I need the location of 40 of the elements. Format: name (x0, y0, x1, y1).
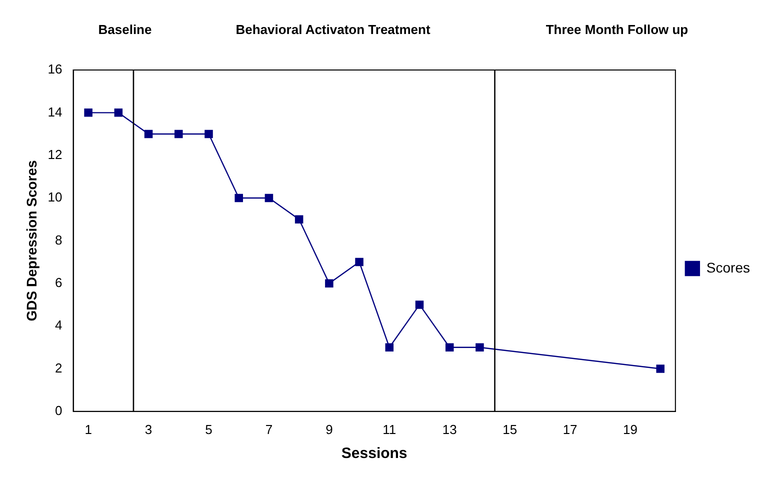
x-axis-title: Sessions (341, 445, 408, 462)
point (114, 108, 123, 117)
point (355, 258, 364, 266)
y-tick-label: 6 (55, 274, 62, 290)
point (325, 279, 334, 288)
y-tick-label: 12 (48, 146, 62, 162)
x-tick-label: 19 (623, 422, 638, 437)
y-tick-label: 4 (55, 318, 62, 333)
x-tick-label: 3 (144, 422, 152, 437)
x-tick-label: 13 (442, 422, 457, 437)
point (174, 130, 183, 138)
point (264, 194, 274, 202)
point (294, 215, 304, 224)
text: Behavioral Activaton Treatment (236, 22, 430, 37)
x-tick-label: 5 (205, 422, 212, 437)
text: Three Month Follow up (546, 22, 688, 37)
point (415, 300, 424, 309)
point (144, 130, 153, 138)
y-tick-label: 10 (48, 190, 62, 205)
x-tick-label: 11 (382, 422, 396, 437)
x-tick-label: 17 (562, 422, 578, 437)
y-tick-label: 8 (55, 232, 62, 248)
point (204, 130, 213, 138)
x-tick-label: 7 (265, 422, 273, 437)
x-tick-label: 1 (84, 422, 92, 437)
point (385, 343, 394, 352)
y-tick-label: 2 (55, 360, 62, 376)
point (476, 343, 484, 352)
point (84, 108, 92, 117)
x-tick-label: 15 (502, 422, 518, 437)
text: Baseline (98, 22, 152, 37)
y-tick-label: 0 (55, 402, 62, 418)
x-tick-label: 9 (326, 422, 333, 437)
point (656, 364, 665, 373)
y-tick-label: 14 (48, 104, 62, 120)
y-tick-label: 16 (48, 62, 62, 77)
legend-label: Scores (706, 259, 750, 276)
point (445, 343, 454, 352)
y-axis-title: GDS Depression Scores (23, 160, 40, 322)
point (234, 194, 243, 202)
